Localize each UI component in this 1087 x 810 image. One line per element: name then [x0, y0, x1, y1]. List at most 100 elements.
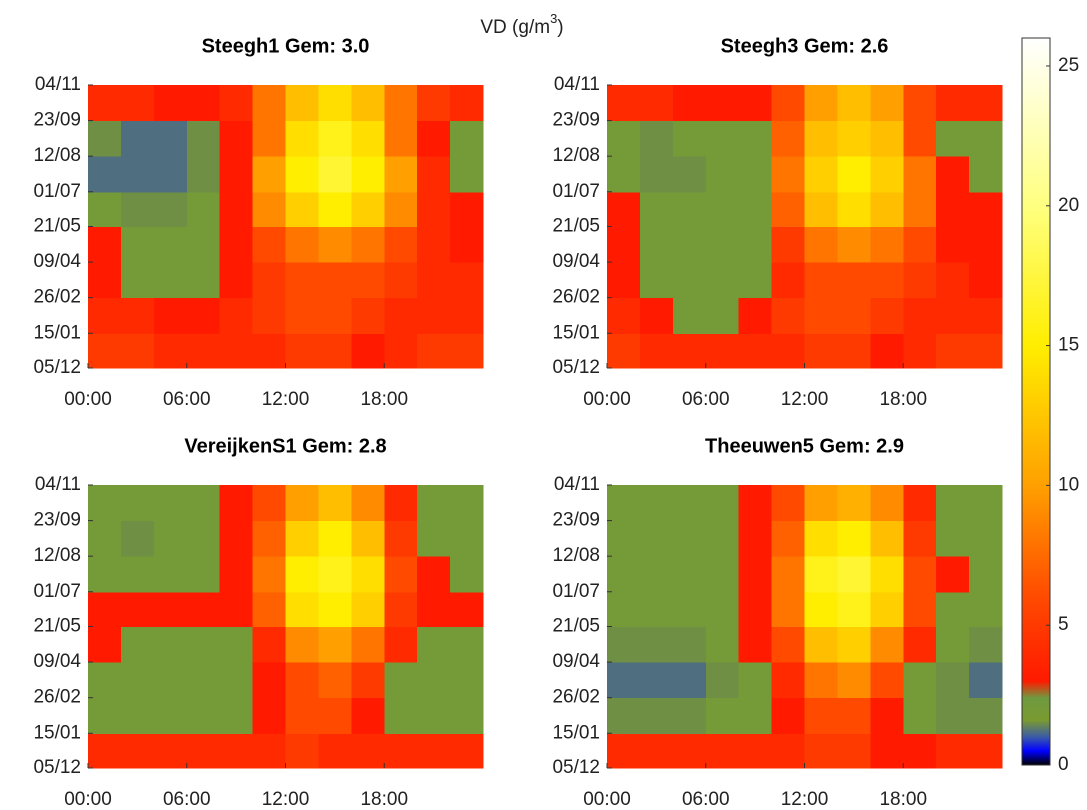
heat-cell: [186, 556, 221, 593]
heat-cell: [417, 697, 451, 734]
heat-cell: [318, 191, 352, 227]
y-tick-label: 26/02: [552, 687, 600, 708]
heat-cell: [351, 485, 385, 522]
heat-cell: [417, 520, 451, 557]
heat-cell: [672, 262, 707, 299]
heat-cell: [186, 297, 221, 334]
heat-cell: [384, 262, 418, 299]
y-tick-label: 05/12: [552, 357, 600, 378]
x-tick-label: 12:00: [781, 789, 829, 810]
heat-cell: [969, 591, 1003, 627]
heat-cell: [351, 697, 385, 734]
heat-cell: [771, 591, 805, 627]
heat-cell: [607, 262, 641, 299]
y-tick-label: 12/08: [33, 545, 81, 566]
heat-cell: [153, 591, 188, 627]
heat-cell: [804, 733, 838, 769]
colorbar-tick-label: 5: [1058, 614, 1069, 635]
x-tick-label: 00:00: [64, 789, 112, 810]
heat-cell: [705, 226, 740, 263]
heat-cell: [837, 85, 871, 122]
heat-cell: [804, 662, 838, 699]
colorbar-label: VD (g/m3): [480, 11, 563, 38]
heat-cell: [639, 697, 674, 734]
heat-cell: [318, 156, 352, 193]
x-tick-label: 18:00: [360, 389, 408, 410]
heat-cell: [870, 662, 904, 699]
heat-cell: [417, 226, 451, 263]
heat-cell: [639, 485, 674, 522]
heat-cell: [936, 520, 970, 557]
heat-cell: [417, 485, 451, 522]
colorbar-tick-label: 20: [1058, 195, 1079, 216]
y-tick-label: 26/02: [552, 287, 600, 308]
heat-cell: [219, 520, 254, 557]
heat-cell: [936, 156, 970, 193]
heat-cell: [705, 156, 740, 193]
heat-cell: [903, 485, 937, 522]
heat-cell: [252, 733, 286, 769]
heat-cell: [219, 485, 254, 522]
heat-cell: [804, 191, 838, 227]
colorbar: [1021, 37, 1051, 766]
y-tick-label: 21/05: [552, 216, 600, 237]
heat-cell: [738, 262, 773, 299]
heat-cell: [450, 333, 484, 369]
heat-cell: [417, 626, 451, 663]
heat-cell: [903, 120, 937, 157]
heat-cell: [705, 191, 740, 227]
heat-cell: [672, 333, 707, 369]
heat-cell: [705, 591, 740, 627]
heat-cell: [450, 626, 484, 663]
heat-cell: [318, 120, 352, 157]
heat-cell: [88, 733, 122, 769]
heat-cell: [219, 697, 254, 734]
heat-cell: [219, 733, 254, 769]
heat-cell: [450, 485, 484, 522]
heat-cell: [771, 156, 805, 193]
heat-cell: [607, 226, 641, 263]
heat-cell: [936, 262, 970, 299]
heat-cell: [88, 697, 122, 734]
heat-cell: [351, 662, 385, 699]
heat-cell: [153, 333, 188, 369]
heat-cell: [186, 733, 221, 769]
y-tick-label: 09/04: [552, 651, 600, 672]
x-tick-label: 18:00: [879, 389, 927, 410]
y-tick-label: 15/01: [33, 722, 81, 743]
heat-cell: [969, 333, 1003, 369]
heat-cell: [672, 591, 707, 627]
x-tick-label: 06:00: [163, 389, 211, 410]
heat-cell: [120, 556, 155, 593]
heat-cell: [186, 662, 221, 699]
heat-cell: [607, 697, 641, 734]
heat-cell: [771, 520, 805, 557]
heat-cell: [384, 662, 418, 699]
heat-cell: [804, 333, 838, 369]
heat-cell: [351, 733, 385, 769]
heat-cell: [672, 556, 707, 593]
heat-cell: [88, 262, 122, 299]
heat-cell: [153, 485, 188, 522]
heat-cell: [607, 520, 641, 557]
heat-cell: [936, 226, 970, 263]
y-tick-label: 04/11: [554, 74, 600, 95]
heat-cell: [318, 297, 352, 334]
heat-cell: [639, 626, 674, 663]
y-tick-label: 21/05: [33, 616, 81, 637]
x-tick-label: 12:00: [262, 789, 310, 810]
x-tick-label: 06:00: [163, 789, 211, 810]
heat-cell: [186, 520, 221, 557]
heat-cell: [607, 297, 641, 334]
heat-cell: [285, 297, 319, 334]
heat-cell: [804, 262, 838, 299]
y-tick-label: 12/08: [552, 145, 600, 166]
heat-cell: [88, 297, 122, 334]
heat-cell: [705, 733, 740, 769]
heat-cell: [969, 120, 1003, 157]
y-tick-label: 26/02: [33, 687, 81, 708]
heat-cell: [903, 733, 937, 769]
y-tick-label: 01/07: [33, 181, 81, 202]
heat-cell: [219, 85, 254, 122]
heat-cell: [384, 297, 418, 334]
